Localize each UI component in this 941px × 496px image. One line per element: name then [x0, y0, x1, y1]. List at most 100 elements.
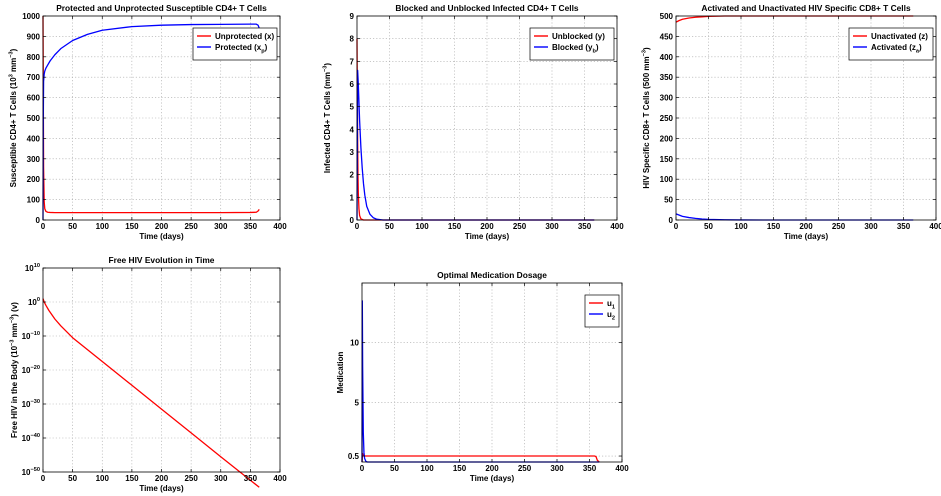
chart-title: Free HIV Evolution in Time [109, 255, 215, 265]
x-tick-label: 100 [734, 222, 748, 231]
y-tick-base: 10 [22, 332, 31, 341]
y-tick-label: 600 [27, 94, 41, 103]
y-tick-label: 9 [350, 12, 355, 21]
y-tick-label: 200 [660, 134, 674, 143]
x-tick-label: 200 [155, 222, 169, 231]
x-tick-label: 400 [929, 222, 941, 231]
text-part: −3 [9, 51, 15, 57]
y-tick-label: 450 [660, 32, 674, 41]
text-part: −3 [323, 66, 329, 72]
legend: Unprotected (x) Protected (xp​) [192, 27, 278, 61]
chart-title: Blocked and Unblocked Infected CD4+ T Ce… [395, 3, 578, 13]
text-part: ) [323, 63, 332, 66]
text-part: Activated (z [871, 43, 916, 52]
x-tick-label: 150 [767, 222, 781, 231]
legend: Unblocked (y) Blocked (yb​) [529, 27, 615, 61]
legend-entry: Unblocked (y) [552, 32, 605, 41]
x-tick-label: 0 [41, 222, 46, 231]
y-tick-label: 10−30 [22, 399, 40, 409]
text-part: Medication [336, 351, 345, 393]
x-axis-label: Time (days) [784, 232, 829, 241]
y-tick-label: 10−50 [22, 467, 40, 477]
text-part: a [916, 49, 920, 55]
y-tick-exponent: −40 [31, 433, 41, 439]
x-tick-label: 250 [832, 222, 846, 231]
legend-box [584, 294, 620, 328]
text-part: Infected CD4+ T Cells (mm [323, 72, 332, 173]
x-tick-label: 350 [897, 222, 911, 231]
series-line-2 [42, 23, 260, 221]
legend-box [848, 27, 934, 61]
chart-panel-1: 0 50 100 150 200 250 300 350 400 0 100 200 300 400 500… [9, 3, 288, 241]
x-tick-label: 50 [68, 474, 77, 483]
y-axis-label: HIV Specific CD8+ T Cells (500 mm−3​) [642, 47, 652, 189]
y-tick-base: 10 [22, 468, 31, 477]
x-tick-label: 50 [68, 222, 77, 231]
x-tick-label: 0 [674, 222, 679, 231]
plot-area [362, 283, 622, 462]
text-part: Free HIV in the Body (10 [10, 345, 19, 438]
y-tick-base: 10 [22, 366, 31, 375]
x-tick-label: 50 [390, 464, 399, 473]
y-tick-label: 4 [350, 125, 355, 134]
text-part: p [261, 49, 265, 55]
y-tick-label: 6 [350, 80, 355, 89]
legend-entry: Activated (za​) [871, 43, 922, 55]
series-line-1 [361, 452, 600, 463]
x-tick-label: 200 [480, 222, 494, 231]
y-axis-label: Susceptible CD4+ T Cells (103​ mm−3​) [9, 48, 19, 187]
x-tick-label: 350 [244, 474, 258, 483]
y-tick-label: 5 [350, 103, 355, 112]
chart-title: Protected and Unprotected Susceptible CD… [56, 3, 267, 13]
x-axis-label: Time (days) [139, 484, 184, 493]
text-part: ) [9, 48, 18, 51]
y-tick-label: 10−20 [22, 365, 40, 375]
y-tick-label: 900 [27, 32, 41, 41]
y-tick-exponent: −50 [31, 467, 41, 473]
legend-entry: Blocked (yb​) [552, 43, 599, 55]
x-tick-label: 400 [273, 474, 287, 483]
legend: u1​u2​ [584, 294, 620, 328]
x-tick-label: 100 [96, 222, 110, 231]
text-part: −3 [10, 317, 16, 323]
chart-panel-2: 0 50 100 150 200 250 300 350 400 0 1 2 3 4 5 6 7 8 9 Blocke… [323, 3, 625, 241]
y-axis-label: Medication [336, 351, 345, 393]
y-tick-label: 400 [660, 53, 674, 62]
y-tick-base: 10 [28, 298, 37, 307]
y-tick-label: 300 [27, 155, 41, 164]
x-tick-label: 250 [513, 222, 527, 231]
x-tick-label: 300 [864, 222, 878, 231]
legend: Unactivated (z) Activated (za​) [848, 27, 934, 61]
text-part: Unprotected (x) [215, 32, 274, 41]
legend-entry: Unactivated (z) [871, 32, 928, 41]
text-part: −3 [642, 50, 648, 56]
text-part: u [607, 299, 612, 308]
y-tick-label: 50 [664, 196, 673, 205]
y-tick-label: 800 [27, 53, 41, 62]
y-tick-label: 0 [36, 216, 41, 225]
x-tick-label: 400 [273, 222, 287, 231]
y-axis-label: Infected CD4+ T Cells (mm−3​) [323, 63, 333, 174]
x-tick-label: 200 [799, 222, 813, 231]
text-part: ) (v) [10, 302, 19, 317]
legend-box [529, 27, 615, 61]
y-axis-label: Free HIV in the Body (10−3​ mm−3​) (v) [10, 302, 20, 438]
x-tick-label: 150 [453, 464, 467, 473]
y-tick-label: 400 [27, 134, 41, 143]
x-tick-label: 250 [184, 474, 198, 483]
x-tick-label: 50 [385, 222, 394, 231]
legend-entry: Unprotected (x) [215, 32, 274, 41]
text-part: b [592, 49, 596, 55]
x-tick-label: 300 [214, 222, 228, 231]
x-axis-label: Time (days) [139, 232, 184, 241]
x-tick-label: 200 [485, 464, 499, 473]
text-part: Unactivated (z) [871, 32, 928, 41]
y-tick-label: 10 [350, 339, 359, 348]
y-tick-label: 3 [350, 148, 355, 157]
chart-panel-4: 0 50 100 150 200 250 300 350 40010−5010−4010−301… [10, 255, 288, 493]
x-axis-label: Time (days) [470, 474, 515, 483]
y-tick-label: 8 [350, 35, 355, 44]
text-part: ) [919, 43, 922, 52]
x-axis-label: Time (days) [465, 232, 510, 241]
